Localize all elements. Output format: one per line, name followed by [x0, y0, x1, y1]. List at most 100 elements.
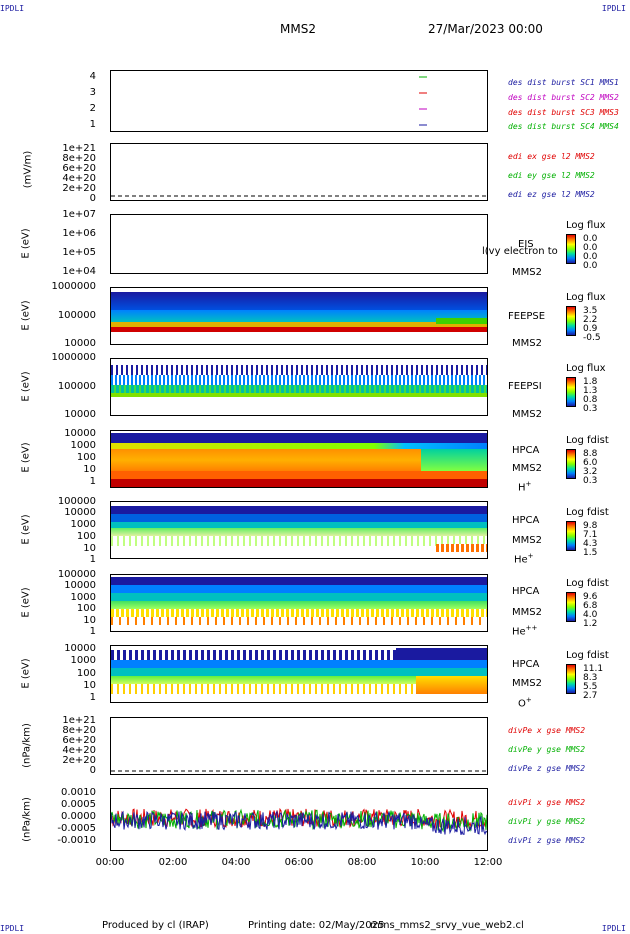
p8-cbar-title: Log fdist: [566, 578, 609, 589]
p7-ytick-3: 100: [76, 531, 96, 542]
p7-cbar-title: Log fdist: [566, 507, 609, 518]
p10-ylabel: (nPa/km): [21, 723, 33, 768]
p6-cbar-tick-2: 3.2: [583, 467, 598, 477]
p3-cbar-tick-1: 0.0: [583, 243, 598, 253]
footer-filename: mms_mms2_srvy_vue_web2.cl: [370, 920, 524, 931]
p11-ytick-0: 0.0010: [61, 787, 96, 798]
panel-eis: [110, 214, 488, 274]
p10-ytick-3: 4e+20: [62, 745, 96, 756]
panel-hpca-he2: [110, 574, 488, 632]
p8-ylabel: E (eV): [20, 587, 32, 618]
p9-colorbar: [566, 664, 576, 694]
p8-ytick-4: 10: [83, 615, 96, 626]
p9-cbar-title: Log fdist: [566, 650, 609, 661]
p4-cbar-tick-1: 2.2: [583, 315, 598, 325]
p2-legend-1: edi ey gse l2 MMS2: [508, 171, 595, 180]
p8-ytick-2: 1000: [70, 592, 96, 603]
p8-cbar-tick-2: 4.0: [583, 610, 598, 620]
p9-cbar-tick-3: 2.7: [583, 691, 598, 701]
p9-ytick-3: 10: [83, 680, 96, 691]
p6-cbar-tick-1: 6.0: [583, 458, 598, 468]
panel-edi: [110, 143, 488, 201]
p10-legend-2: divPe z gse MMS2: [508, 764, 586, 773]
p8-species: He++: [512, 624, 538, 638]
p8-ytick-5: 1: [89, 626, 96, 637]
p5-cbar-tick-2: 0.8: [583, 395, 598, 405]
p6-ytick-3: 10: [83, 464, 96, 475]
p9-ytick-2: 100: [76, 668, 96, 679]
p6-side-sc: MMS2: [512, 463, 542, 474]
footer-printing-date: Printing date: 02/May/2025: [248, 920, 385, 931]
xtick-2: 04:00: [221, 857, 251, 868]
p4-side-instrument: FEEPSE: [508, 311, 546, 322]
p9-cbar-tick-2: 5.5: [583, 682, 598, 692]
p2-ytick-1: 8e+20: [62, 153, 96, 164]
p9-side-instrument: HPCA: [512, 659, 540, 670]
p10-ytick-4: 2e+20: [62, 755, 96, 766]
p9-cbar-tick-1: 8.3: [583, 673, 598, 683]
p7-side-sc: MMS2: [512, 535, 542, 546]
p9-species: O+: [518, 696, 532, 710]
p4-cbar-title: Log flux: [566, 292, 606, 303]
p11-legend-1: divPi y gse MMS2: [508, 817, 586, 826]
p7-ytick-5: 1: [89, 554, 96, 565]
p2-ylabel: (mV/m): [22, 150, 34, 189]
p5-side-sc: MMS2: [512, 409, 542, 420]
panel-feepsi: [110, 358, 488, 416]
p1-legend-3: des dist burst SC4 MMS4: [508, 122, 619, 131]
p4-cbar-tick-0: 3.5: [583, 306, 598, 316]
xtick-3: 06:00: [284, 857, 314, 868]
corner-label-br: IPDLI: [601, 924, 626, 933]
p1-ytick-0: 4: [89, 71, 96, 82]
p8-side-sc: MMS2: [512, 607, 542, 618]
p3-side-instrument: EIS: [518, 239, 534, 250]
p4-ytick-2: 10000: [64, 338, 96, 349]
p7-side-instrument: HPCA: [512, 515, 540, 526]
p1-ytick-1: 3: [89, 87, 96, 98]
p3-ylabel: E (eV): [20, 228, 32, 259]
p3-colorbar: [566, 234, 576, 264]
p2-legend-2: edi ez gse l2 MMS2: [508, 190, 595, 199]
p3-cbar-tick-0: 0.0: [583, 234, 598, 244]
p9-ytick-0: 10000: [64, 643, 96, 654]
p2-ytick-0: 1e+21: [62, 143, 96, 154]
p5-ytick-0: 1000000: [51, 352, 96, 363]
xtick-1: 02:00: [158, 857, 188, 868]
p11-legend-2: divPi z gse MMS2: [508, 836, 586, 845]
p7-ytick-4: 10: [83, 543, 96, 554]
p4-colorbar: [566, 306, 576, 336]
divpi-series-2: [111, 810, 487, 836]
p6-side-instrument: HPCA: [512, 445, 540, 456]
p10-ytick-1: 8e+20: [62, 725, 96, 736]
p6-ytick-2: 100: [76, 452, 96, 463]
p5-cbar-tick-1: 1.3: [583, 386, 598, 396]
p9-cbar-tick-0: 11.1: [583, 664, 604, 674]
divpi-series-1: [111, 808, 487, 833]
p7-cbar-tick-0: 9.8: [583, 521, 598, 531]
p4-ytick-0: 1000000: [51, 281, 96, 292]
p2-ytick-4: 2e+20: [62, 183, 96, 194]
p6-ytick-0: 10000: [64, 428, 96, 439]
p1-legend-0: des dist burst SC1 MMS1: [508, 78, 619, 87]
panel-burst: [110, 70, 488, 132]
p7-cbar-tick-2: 4.3: [583, 539, 598, 549]
p1-ytick-2: 2: [89, 103, 96, 114]
xtick-4: 08:00: [347, 857, 377, 868]
p6-ytick-1: 1000: [70, 440, 96, 451]
p1-ytick-3: 1: [89, 119, 96, 130]
p7-ytick-0: 100000: [57, 496, 96, 507]
p5-cbar-tick-3: 0.3: [583, 404, 598, 414]
p4-side-sc: MMS2: [512, 338, 542, 349]
p7-species: He+: [514, 552, 534, 566]
p8-cbar-tick-3: 1.2: [583, 619, 598, 629]
p4-cbar-tick-2: 0.9: [583, 324, 598, 334]
panel-divpe: [110, 717, 488, 775]
page-title: MMS2: [280, 22, 316, 36]
divpi-plot: [111, 807, 487, 836]
p5-cbar-title: Log flux: [566, 363, 606, 374]
p8-colorbar: [566, 592, 576, 622]
panel-divpi: [110, 788, 488, 851]
p7-cbar-tick-1: 7.1: [583, 530, 598, 540]
p1-legend-1: des dist burst SC2 MMS2: [508, 93, 619, 102]
p9-ytick-1: 1000: [70, 655, 96, 666]
